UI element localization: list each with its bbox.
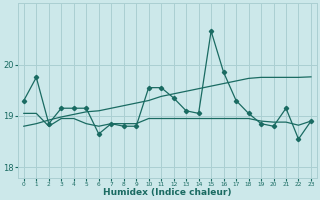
X-axis label: Humidex (Indice chaleur): Humidex (Indice chaleur) (103, 188, 232, 197)
